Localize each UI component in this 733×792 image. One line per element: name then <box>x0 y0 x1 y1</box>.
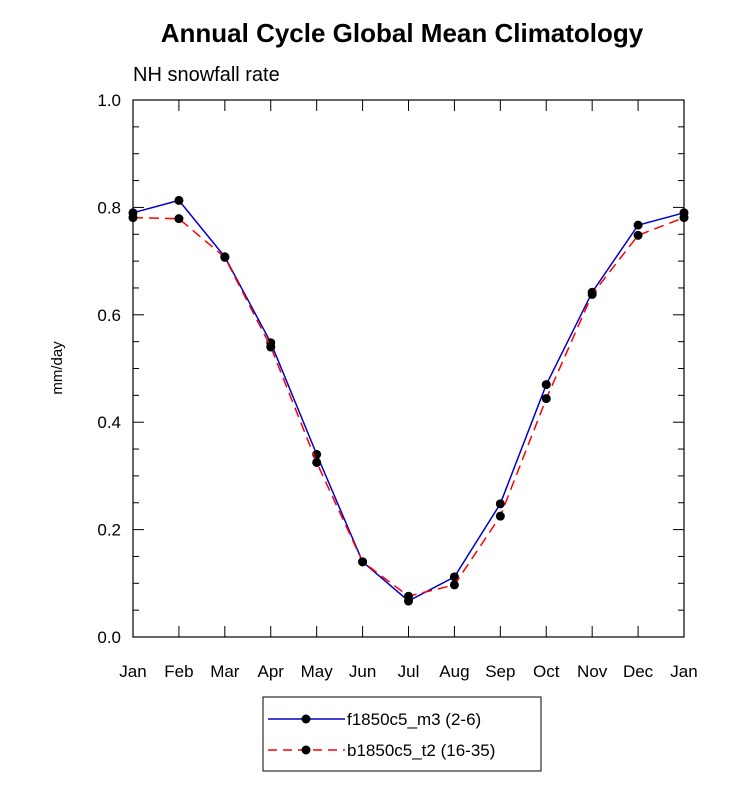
data-point-series-1 <box>541 380 551 390</box>
y-axis-ticks <box>133 99 684 638</box>
data-point-series-2 <box>266 342 276 352</box>
legend-box <box>262 696 542 772</box>
plot-frame <box>132 99 685 638</box>
y-tick-label: 0.4 <box>97 413 121 432</box>
y-tick-label: 0.8 <box>97 198 121 217</box>
y-tick-label: 0.0 <box>97 628 121 647</box>
legend-label-series-2: b1850c5_t2 (16-35) <box>347 741 495 760</box>
data-point-series-2 <box>128 213 138 223</box>
legend-marker-series-2 <box>301 745 311 755</box>
y-tick-label: 0.2 <box>97 521 121 540</box>
data-point-series-2 <box>312 457 322 467</box>
data-point-series-2 <box>495 511 505 521</box>
x-tick-label: Oct <box>533 662 560 681</box>
legend-label-series-1: f1850c5_m3 (2-6) <box>347 710 481 729</box>
x-tick-label: Mar <box>210 662 240 681</box>
x-tick-label: Jan <box>670 662 697 681</box>
x-tick-label: Aug <box>439 662 469 681</box>
data-point-series-2 <box>449 580 459 590</box>
data-point-series-2 <box>679 213 689 223</box>
series-line-1 <box>132 199 685 602</box>
x-axis-ticks <box>132 100 685 637</box>
x-tick-label: May <box>301 662 334 681</box>
data-point-series-1 <box>633 220 643 230</box>
data-point-series-1 <box>449 572 459 582</box>
chart-subtitle: NH snowfall rate <box>133 64 280 86</box>
series-layer <box>128 195 689 606</box>
data-point-series-2 <box>220 252 230 262</box>
data-point-series-2 <box>541 394 551 404</box>
data-point-series-2 <box>404 591 413 601</box>
data-point-series-2 <box>358 557 368 567</box>
x-tick-label: Jul <box>398 662 420 681</box>
y-axis-label: mm/day <box>49 341 66 395</box>
y-axis-tick-labels: 0.0 0.2 0.4 0.6 0.8 1.0 <box>97 91 121 647</box>
data-point-series-2 <box>633 230 643 240</box>
y-tick-label: 1.0 <box>97 91 121 110</box>
x-tick-label: Dec <box>623 662 654 681</box>
y-tick-label: 0.6 <box>97 306 121 325</box>
x-tick-label: Nov <box>577 662 608 681</box>
legend: f1850c5_m3 (2-6) b1850c5_t2 (16-35) <box>262 696 542 772</box>
x-tick-label: Jan <box>119 662 146 681</box>
data-point-series-1 <box>495 499 505 509</box>
data-point-series-2 <box>587 289 597 299</box>
data-point-series-2 <box>174 214 184 224</box>
series-line-2 <box>132 216 685 598</box>
chart-title: Annual Cycle Global Mean Climatology <box>161 18 644 48</box>
x-tick-label: Sep <box>485 662 515 681</box>
x-tick-label: Jun <box>349 662 376 681</box>
data-point-series-1 <box>174 195 184 205</box>
x-tick-label: Feb <box>164 662 193 681</box>
x-tick-label: Apr <box>258 662 285 681</box>
x-axis-tick-labels: Jan Feb Mar Apr May Jun Jul Aug Sep Oct … <box>119 662 697 681</box>
legend-marker-series-1 <box>301 714 311 724</box>
